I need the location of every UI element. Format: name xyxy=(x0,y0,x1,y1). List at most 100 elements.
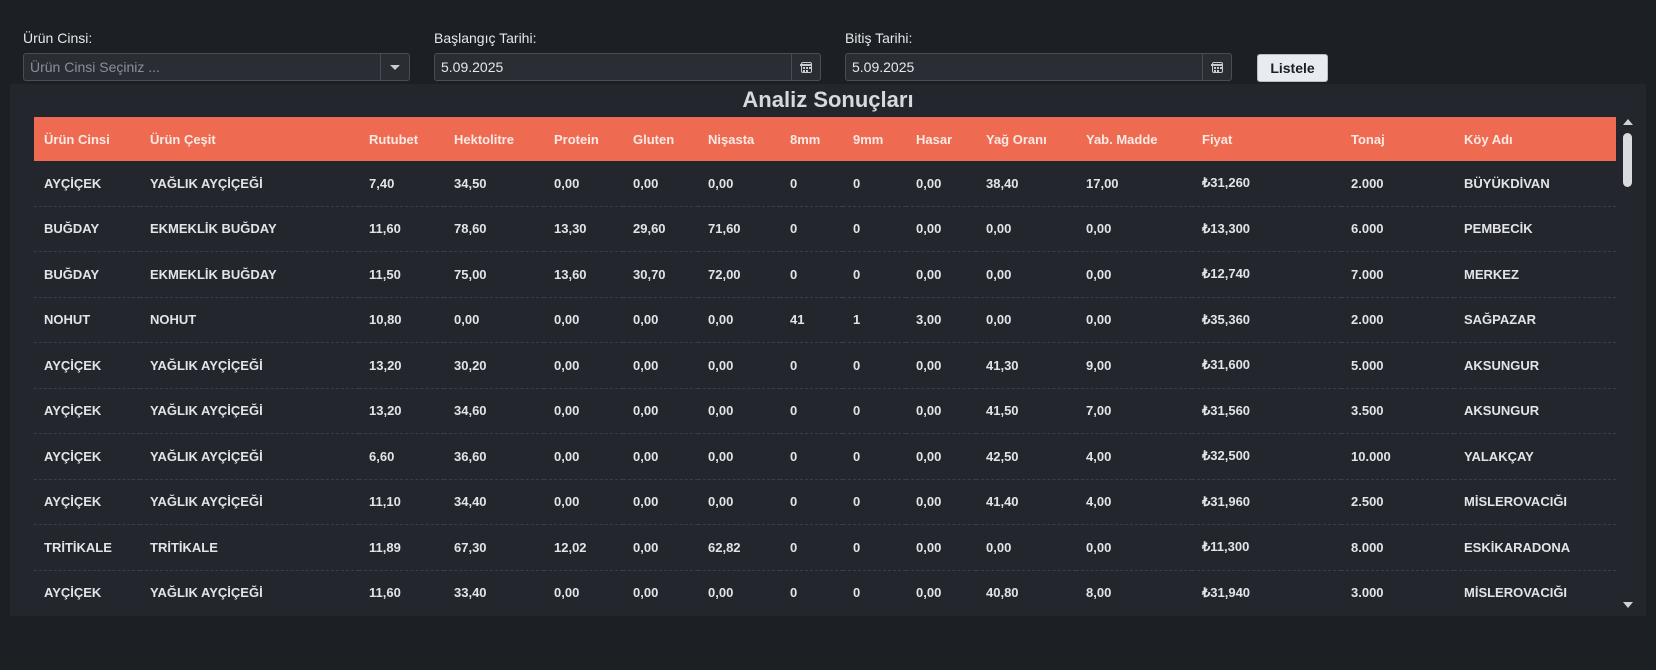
table-cell: 0 xyxy=(780,433,843,480)
column-header[interactable]: Fiyat xyxy=(1192,117,1341,161)
column-header[interactable]: 8mm xyxy=(780,117,843,161)
table-row[interactable]: AYÇİÇEK YAĞLIK AYÇİÇEĞİ 11,10 34,40 0,00 0,00… xyxy=(34,479,1616,525)
table-body: AYÇİÇEK YAĞLIK AYÇİÇEĞİ 7,40 34,50 0,00 0,00 0… xyxy=(34,161,1616,610)
table-cell: 30,70 xyxy=(623,251,698,298)
table-cell: 4,00 xyxy=(1076,479,1192,525)
table-cell: AYÇİÇEK xyxy=(34,388,140,434)
table-row[interactable]: AYÇİÇEK YAĞLIK AYÇİÇEĞİ 13,20 30,20 0,00 0,00… xyxy=(34,342,1616,389)
table-row[interactable]: BUĞDAY EKMEKLİK BUĞDAY 11,60 78,60 13,30 29,6… xyxy=(34,206,1616,252)
column-header[interactable]: Ürün Çeşit xyxy=(140,117,359,161)
column-header[interactable]: Yağ Oranı xyxy=(976,117,1076,161)
table-cell: YAĞLIK AYÇİÇEĞİ xyxy=(140,570,359,610)
table-cell: 11,89 xyxy=(359,524,444,571)
table-cell: 11,50 xyxy=(359,251,444,298)
table-cell: 0 xyxy=(843,251,906,298)
table-cell: 62,82 xyxy=(698,524,780,571)
column-header[interactable]: Köy Adı xyxy=(1454,117,1616,161)
dropdown-toggle[interactable] xyxy=(380,54,409,80)
table-cell: 11,10 xyxy=(359,479,444,525)
table-cell: 0,00 xyxy=(698,570,780,610)
table-cell: 0 xyxy=(780,206,843,252)
urun-cinsi-field: Ürün Cinsi: Ürün Cinsi Seçiniz ... xyxy=(23,29,410,81)
table-row[interactable]: AYÇİÇEK YAĞLIK AYÇİÇEĞİ 13,20 34,60 0,00 0,00… xyxy=(34,388,1616,434)
table-cell: ₺35,360 xyxy=(1192,297,1341,343)
bitis-value: 5.09.2025 xyxy=(852,59,915,75)
urun-cinsi-placeholder: Ürün Cinsi Seçiniz ... xyxy=(30,59,160,75)
table-row[interactable]: AYÇİÇEK YAĞLIK AYÇİÇEĞİ 6,60 36,60 0,00 0,00 0… xyxy=(34,433,1616,480)
table-cell: MERKEZ xyxy=(1454,251,1616,298)
column-header[interactable]: Hasar xyxy=(906,117,976,161)
table-cell: BUĞDAY xyxy=(34,251,140,298)
table-cell: 0,00 xyxy=(906,161,976,207)
baslangic-label: Başlangıç Tarihi: xyxy=(434,30,537,46)
table-cell: 0 xyxy=(843,433,906,480)
table-cell: 0,00 xyxy=(1076,524,1192,571)
table-cell: 3.000 xyxy=(1341,570,1454,610)
table-cell: 13,60 xyxy=(544,251,623,298)
table-cell: 75,00 xyxy=(444,251,544,298)
results-table-container[interactable]: Ürün Cinsi Ürün Çeşit Rutubet Hektolitre Pro… xyxy=(34,117,1616,610)
chevron-down-icon xyxy=(390,64,400,70)
vertical-scrollbar[interactable] xyxy=(1620,117,1636,610)
table-cell: 0,00 xyxy=(444,297,544,343)
column-header[interactable]: Yab. Madde xyxy=(1076,117,1192,161)
table-cell: 0,00 xyxy=(1076,297,1192,343)
column-header[interactable]: Hektolitre xyxy=(444,117,544,161)
arrow-down-icon[interactable] xyxy=(1623,602,1633,608)
baslangic-calendar-button[interactable] xyxy=(791,54,820,80)
column-header[interactable]: Tonaj xyxy=(1341,117,1454,161)
table-cell: 2.000 xyxy=(1341,161,1454,207)
table-cell: 0,00 xyxy=(976,206,1076,252)
bitis-field: Bitiş Tarihi: 5.09.2025 xyxy=(845,29,1232,81)
scrollbar-thumb[interactable] xyxy=(1623,133,1632,187)
table-cell: YAĞLIK AYÇİÇEĞİ xyxy=(140,433,359,480)
table-cell: 2.000 xyxy=(1341,297,1454,343)
table-cell: 0 xyxy=(780,342,843,389)
table-row[interactable]: AYÇİÇEK YAĞLIK AYÇİÇEĞİ 7,40 34,50 0,00 0,00 0… xyxy=(34,161,1616,207)
results-title: Analiz Sonuçları xyxy=(742,87,914,112)
table-cell: 8.000 xyxy=(1341,524,1454,571)
table-row[interactable]: AYÇİÇEK YAĞLIK AYÇİÇEĞİ 11,60 33,40 0,00 0,00… xyxy=(34,570,1616,610)
table-cell: 0 xyxy=(843,161,906,207)
filter-bar: Ürün Cinsi: Ürün Cinsi Seçiniz ... Başla… xyxy=(0,0,1656,84)
table-cell: 0,00 xyxy=(906,524,976,571)
table-cell: AYÇİÇEK xyxy=(34,433,140,480)
table-cell: 7,00 xyxy=(1076,388,1192,434)
table-cell: ₺31,960 xyxy=(1192,479,1341,525)
table-cell: 0,00 xyxy=(623,161,698,207)
table-cell: 0,00 xyxy=(976,524,1076,571)
table-row[interactable]: NOHUT NOHUT 10,80 0,00 0,00 0,00 0,00 41 1 3,00 0,… xyxy=(34,297,1616,343)
table-cell: 0,00 xyxy=(623,479,698,525)
column-header[interactable]: Protein xyxy=(544,117,623,161)
table-cell: ₺12,740 xyxy=(1192,251,1341,298)
column-header[interactable]: Nişasta xyxy=(698,117,780,161)
table-cell: 6.000 xyxy=(1341,206,1454,252)
column-header[interactable]: Ürün Cinsi xyxy=(34,117,140,161)
table-cell: 10.000 xyxy=(1341,433,1454,480)
table-cell: 0 xyxy=(843,524,906,571)
urun-cinsi-select[interactable]: Ürün Cinsi Seçiniz ... xyxy=(23,53,410,81)
baslangic-date-input[interactable]: 5.09.2025 xyxy=(434,53,821,81)
table-row[interactable]: BUĞDAY EKMEKLİK BUĞDAY 11,50 75,00 13,60 30,7… xyxy=(34,251,1616,298)
table-cell: 0 xyxy=(780,479,843,525)
arrow-up-icon[interactable] xyxy=(1623,119,1633,125)
table-cell: 72,00 xyxy=(698,251,780,298)
listele-button[interactable]: Listele xyxy=(1257,54,1328,82)
table-cell: 7.000 xyxy=(1341,251,1454,298)
column-header[interactable]: Gluten xyxy=(623,117,698,161)
table-cell: 36,60 xyxy=(444,433,544,480)
bitis-date-input[interactable]: 5.09.2025 xyxy=(845,53,1232,81)
table-cell: 0,00 xyxy=(698,433,780,480)
table-cell: 0 xyxy=(843,206,906,252)
table-cell: 0,00 xyxy=(698,161,780,207)
urun-cinsi-label: Ürün Cinsi: xyxy=(23,30,93,46)
table-cell: 11,60 xyxy=(359,570,444,610)
column-header[interactable]: Rutubet xyxy=(359,117,444,161)
table-cell: ₺11,300 xyxy=(1192,524,1341,571)
column-header[interactable]: 9mm xyxy=(843,117,906,161)
table-cell: AYÇİÇEK xyxy=(34,479,140,525)
bitis-calendar-button[interactable] xyxy=(1202,54,1231,80)
table-cell: 41,50 xyxy=(976,388,1076,434)
table-cell: AYÇİÇEK xyxy=(34,161,140,207)
table-row[interactable]: TRİTİKALE TRİTİKALE 11,89 67,30 12,02 0,00 62,… xyxy=(34,524,1616,571)
